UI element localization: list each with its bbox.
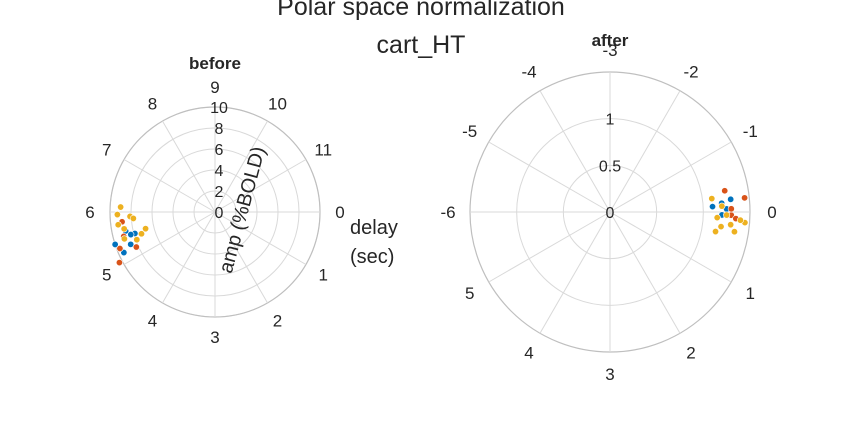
scatter-point — [114, 221, 122, 229]
scatter-point — [129, 214, 137, 222]
scatter-point — [718, 202, 726, 210]
theta-tick-label: 5 — [102, 266, 111, 285]
theta-grid-spoke — [214, 120, 268, 213]
r-tick-label: 1 — [606, 112, 615, 129]
figure-subtitle: cart_HT — [377, 31, 466, 59]
before-chart-title: before — [189, 54, 241, 73]
theta-tick-label: 0 — [335, 203, 344, 222]
theta-tick-label: 7 — [102, 141, 111, 160]
theta-tick-label: 10 — [268, 95, 287, 114]
scatter-point — [138, 230, 146, 238]
scatter-point — [120, 225, 128, 233]
theta-grid-spoke — [162, 120, 216, 213]
theta-grid-spoke — [539, 90, 611, 213]
theta-tick-label: 3 — [210, 328, 219, 347]
scatter-point — [730, 228, 738, 236]
theta-tick-label: 1 — [746, 284, 755, 303]
theta-grid-spoke — [214, 159, 307, 213]
before-theta-axis-label-line1: delay — [350, 217, 398, 239]
r-tick-label: 2 — [215, 184, 224, 201]
theta-tick-label: -6 — [440, 203, 455, 222]
before-theta-tick-labels: 0 1 2 3 4 5 6 7 8 9 10 11 — [85, 78, 344, 347]
scatter-point — [116, 244, 124, 252]
scatter-point — [117, 203, 125, 211]
scatter-point — [736, 216, 744, 224]
theta-tick-label: 4 — [524, 343, 533, 362]
scatter-point — [713, 214, 721, 222]
r-tick-label: 8 — [215, 121, 224, 138]
before-polar-grid — [109, 106, 321, 318]
r-tick-label: 10 — [210, 100, 228, 117]
after-theta-tick-labels: 0 1 2 3 4 5 -6 -5 -4 -3 -2 -1 — [440, 41, 776, 384]
theta-grid-spoke — [214, 211, 268, 304]
scatter-point — [727, 221, 735, 229]
theta-grid-spoke — [162, 211, 216, 304]
theta-tick-label: 3 — [605, 365, 614, 384]
theta-grid-spoke — [609, 90, 681, 213]
scatter-point — [127, 240, 135, 248]
theta-tick-label: 11 — [314, 141, 332, 160]
theta-tick-label: 2 — [686, 343, 695, 362]
theta-grid-spoke — [609, 141, 732, 213]
theta-tick-label: -2 — [683, 63, 698, 82]
scatter-point — [721, 187, 729, 195]
r-tick-label: 0 — [606, 205, 615, 222]
before-data-points — [111, 203, 150, 267]
theta-grid-spoke — [609, 211, 681, 334]
scatter-point — [741, 194, 749, 202]
scatter-point — [113, 211, 121, 219]
scatter-point — [133, 236, 141, 244]
after-chart-title: after — [592, 31, 629, 50]
theta-grid-spoke — [214, 211, 307, 265]
theta-grid-spoke — [488, 141, 611, 213]
theta-grid-spoke — [123, 211, 216, 265]
theta-tick-label: -4 — [521, 63, 536, 82]
after-polar-grid — [469, 71, 751, 353]
scatter-point — [723, 211, 731, 219]
figure-title: Polar space normalization — [277, 0, 565, 21]
scatter-point — [127, 231, 135, 239]
r-tick-label: 4 — [215, 163, 224, 180]
theta-grid-spoke — [609, 211, 732, 283]
after-r-tick-labels: 00.51 — [599, 112, 621, 222]
scatter-point — [142, 225, 150, 233]
theta-tick-label: -5 — [462, 122, 477, 141]
theta-grid-spoke — [123, 159, 216, 213]
theta-tick-label: 9 — [210, 78, 219, 97]
theta-tick-label: 6 — [85, 203, 94, 222]
r-tick-label: 0.5 — [599, 158, 621, 175]
scatter-point — [132, 243, 140, 251]
after-data-points — [708, 187, 749, 236]
scatter-point — [111, 240, 119, 248]
r-tick-label: 6 — [215, 142, 224, 159]
theta-grid-spoke — [488, 211, 611, 283]
theta-grid-spoke — [539, 211, 611, 334]
theta-tick-label: 5 — [465, 284, 474, 303]
r-tick-label: 0 — [215, 205, 224, 222]
scatter-point — [727, 195, 735, 203]
scatter-point — [709, 203, 717, 211]
scatter-point — [727, 205, 735, 213]
scatter-point — [120, 235, 128, 243]
theta-tick-label: 8 — [148, 95, 157, 114]
scatter-point — [708, 195, 716, 203]
scatter-point — [717, 223, 725, 231]
theta-tick-label: 4 — [148, 311, 157, 330]
scatter-point — [712, 228, 720, 236]
before-r-tick-labels: 0 2 4 6 8 10 — [210, 100, 228, 222]
theta-tick-label: -1 — [743, 122, 758, 141]
before-theta-axis-label-line2: (sec) — [350, 246, 394, 268]
theta-tick-label: 2 — [273, 311, 282, 330]
theta-tick-label: 0 — [767, 203, 776, 222]
theta-tick-label: 1 — [319, 266, 328, 285]
theta-tick-label: -3 — [602, 41, 617, 60]
scatter-point — [115, 259, 123, 267]
